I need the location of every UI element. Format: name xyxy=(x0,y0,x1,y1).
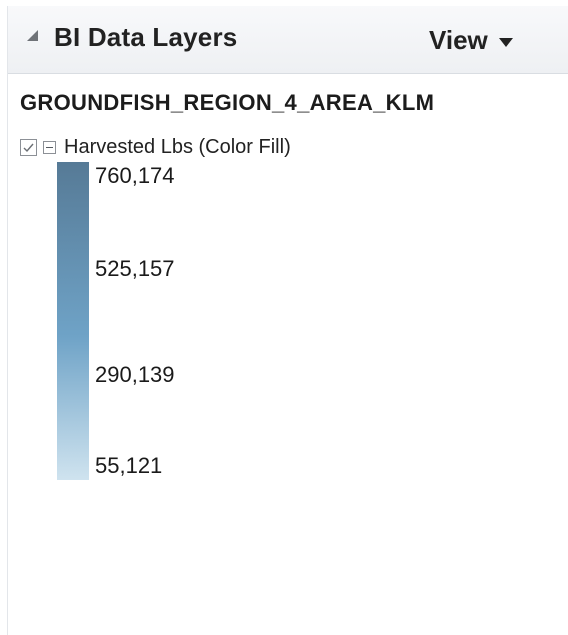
panel-header: BI Data Layers View xyxy=(8,6,568,74)
minus-box-icon[interactable] xyxy=(43,140,56,154)
measure-label: Harvested Lbs (Color Fill) xyxy=(64,135,291,158)
panel-title: BI Data Layers xyxy=(54,22,238,52)
chevron-down-icon xyxy=(498,37,513,47)
view-menu-button[interactable]: View xyxy=(429,24,513,56)
legend-value-lower-mid: 290,139 xyxy=(95,362,175,387)
layer-name: GROUNDFISH_REGION_4_AREA_KLM xyxy=(20,90,435,115)
layer-measure-row: Harvested Lbs (Color Fill) xyxy=(20,134,291,160)
collapse-triangle-icon[interactable] xyxy=(27,30,38,41)
legend-value-upper-mid: 525,157 xyxy=(95,256,175,281)
color-fill-legend-bar xyxy=(57,162,89,480)
view-menu-label: View xyxy=(429,24,488,55)
layer-visibility-checkbox[interactable] xyxy=(20,138,37,156)
checkmark-icon xyxy=(23,143,34,152)
legend-value-max: 760,174 xyxy=(95,163,175,188)
legend-value-min: 55,121 xyxy=(95,453,163,478)
bi-data-layers-panel: BI Data Layers View GROUNDFISH_REGION_4_… xyxy=(7,6,568,635)
